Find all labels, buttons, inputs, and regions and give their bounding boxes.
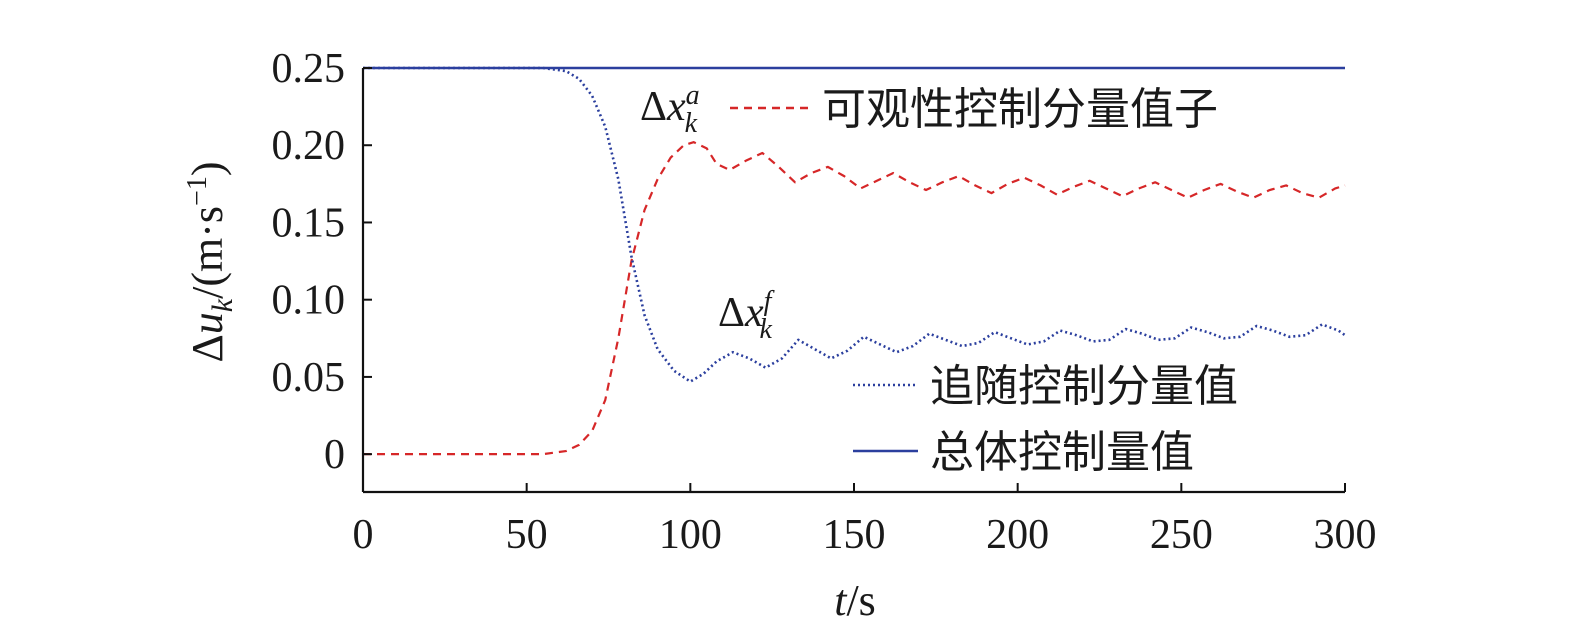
x-tick-label: 0 bbox=[353, 512, 374, 558]
x-tick-label: 150 bbox=[823, 512, 886, 558]
series-line-2 bbox=[363, 66, 1346, 383]
annotation-delta-x-a-prefix: Δ bbox=[640, 84, 667, 130]
y-label-prefix: Δ bbox=[183, 334, 232, 362]
legend-label-observability: 可观性控制分量值子 bbox=[822, 85, 1218, 134]
legend-label-following: 追随控制分量值 bbox=[930, 362, 1238, 411]
x-tick-label: 300 bbox=[1314, 512, 1377, 558]
y-axis-label: Δuk/(m·s−1) bbox=[182, 162, 239, 363]
ticks: 0 50 100 150 200 250 300 0 0.05 0.10 0.15 0.20 0.25 bbox=[272, 46, 1377, 558]
x-tick-label: 200 bbox=[986, 512, 1049, 558]
series-line-1 bbox=[363, 141, 1346, 456]
y-label-var: u bbox=[183, 312, 232, 334]
y-label-unit: /(m·s bbox=[183, 206, 232, 299]
annotation-delta-x-f-sup: f bbox=[764, 286, 775, 317]
annotation-delta-x-a-sup: a bbox=[686, 80, 700, 111]
x-label-var: t bbox=[834, 576, 848, 625]
x-tick-label: 50 bbox=[506, 512, 548, 558]
y-tick-label: 0.05 bbox=[272, 355, 346, 401]
y-label-sup: −1 bbox=[182, 176, 213, 206]
y-tick-label: 0.15 bbox=[272, 200, 346, 246]
y-tick-label: 0.25 bbox=[272, 46, 346, 92]
annotation-delta-x-f: Δxf k bbox=[718, 286, 775, 345]
y-tick-label: 0.20 bbox=[272, 123, 346, 169]
legend-label-total: 总体控制量值 bbox=[930, 428, 1194, 477]
annotation-delta-x-a: Δxa k bbox=[640, 80, 700, 139]
y-label-sub: k bbox=[206, 298, 239, 312]
legend: 可观性控制分量值子 追随控制分量值 总体控制量值 bbox=[730, 85, 1238, 477]
series-layer bbox=[363, 66, 1346, 456]
y-tick-label: 0 bbox=[324, 432, 345, 478]
x-axis-label: t/s bbox=[834, 576, 876, 625]
y-tick-label: 0.10 bbox=[272, 278, 346, 324]
x-label-unit: /s bbox=[846, 576, 875, 625]
annotation-delta-x-f-var: x bbox=[744, 290, 764, 336]
y-label-close: ) bbox=[183, 162, 232, 177]
x-tick-label: 100 bbox=[659, 512, 722, 558]
annotation-delta-x-f-prefix: Δ bbox=[718, 290, 745, 336]
x-tick-label: 250 bbox=[1150, 512, 1213, 558]
annotation-delta-x-a-sub: k bbox=[685, 108, 698, 139]
annotation-delta-x-f-sub: k bbox=[759, 314, 772, 345]
annotation-delta-x-a-var: x bbox=[666, 84, 686, 130]
